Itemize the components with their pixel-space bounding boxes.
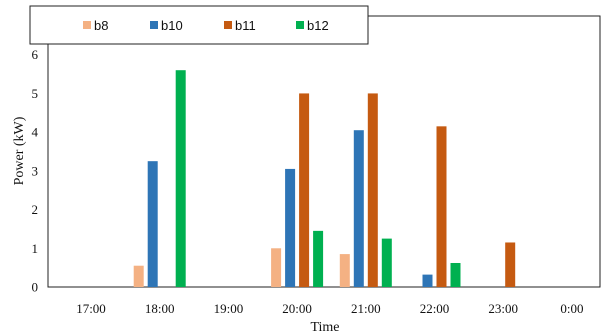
y-tick-label: 5 (32, 86, 39, 101)
bar-b12-2100 (381, 238, 392, 287)
y-tick-label: 0 (32, 280, 39, 295)
x-tick-label: 0:00 (560, 301, 583, 316)
x-tick-label: 18:00 (145, 301, 175, 316)
legend-label-b12: b12 (307, 18, 329, 33)
y-tick-label: 6 (32, 47, 39, 62)
y-axis: 01234567 (32, 9, 39, 295)
x-tick-label: 22:00 (420, 301, 450, 316)
y-tick-label: 2 (32, 202, 39, 217)
bar-b12-1800 (175, 70, 186, 287)
bar-b12-2200 (450, 262, 461, 287)
legend-swatch-b11 (224, 21, 232, 29)
legend-swatch-b10 (150, 21, 158, 29)
x-tick-label: 23:00 (488, 301, 518, 316)
legend-label-b8: b8 (94, 18, 108, 33)
legend-label-b10: b10 (161, 18, 183, 33)
x-axis-title: Time (310, 320, 339, 335)
y-tick-label: 1 (32, 241, 39, 256)
plot-area (47, 15, 601, 288)
legend: b8 b10 b11 b12 (29, 5, 369, 45)
x-tick-label: 19:00 (214, 301, 244, 316)
bar-b10-2100 (353, 130, 364, 287)
legend-swatch-b8 (83, 21, 91, 29)
y-tick-label: 4 (32, 125, 39, 140)
bar-b11-2000 (299, 93, 310, 287)
x-tick-label: 20:00 (282, 301, 312, 316)
bar-b10-1800 (147, 161, 158, 287)
y-axis-title: Power (kW) (12, 116, 27, 185)
bar-b11-2200 (436, 126, 447, 287)
bar-b10-2000 (285, 168, 296, 287)
legend-swatch-b12 (296, 21, 304, 29)
legend-label-b11: b11 (235, 18, 256, 33)
bar-b10-2200 (422, 274, 433, 287)
x-axis: 17:00 18:00 19:00 20:00 21:00 22:00 23:00 0:00 (76, 301, 583, 316)
bar-b8-2000 (271, 248, 282, 287)
y-tick-label: 3 (32, 163, 39, 178)
bars-group (133, 70, 516, 287)
x-tick-label: 21:00 (351, 301, 381, 316)
bar-b8-2100 (339, 254, 350, 287)
bar-b8-1800 (133, 265, 144, 287)
bar-b12-2000 (313, 230, 324, 287)
x-tick-label: 17:00 (76, 301, 106, 316)
bar-b11-2100 (367, 93, 378, 287)
bar-b11-2300 (505, 242, 516, 287)
